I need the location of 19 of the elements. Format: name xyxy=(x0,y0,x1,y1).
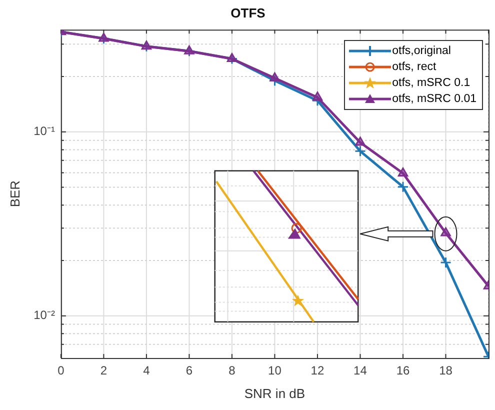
x-tick-label: 18 xyxy=(439,364,453,378)
x-tick-label: 8 xyxy=(228,364,236,378)
x-tick-label: 14 xyxy=(354,364,368,378)
legend-label: otfs, mSRC 0.01 xyxy=(392,92,476,107)
legend-label: otfs, mSRC 0.1 xyxy=(392,76,470,91)
x-tick-label: 0 xyxy=(58,364,65,378)
x-tick-label: 12 xyxy=(310,364,324,378)
legend-label: otfs, rect xyxy=(392,60,436,75)
x-tick-label: 4 xyxy=(143,364,150,378)
chart-title: OTFS xyxy=(230,5,266,20)
x-tick-label: 10 xyxy=(268,364,282,378)
y-tick-label: 10⁻² xyxy=(34,308,55,322)
y-axis-title: BER xyxy=(7,180,22,208)
y-tick-label: 10⁻¹ xyxy=(34,124,55,138)
x-tick-label: 16 xyxy=(396,364,410,378)
x-tick-label: 6 xyxy=(186,364,193,378)
legend-label: otfs,original xyxy=(392,44,451,59)
x-tick-label: 2 xyxy=(100,364,108,378)
x-axis-title: SNR in dB xyxy=(244,386,306,401)
